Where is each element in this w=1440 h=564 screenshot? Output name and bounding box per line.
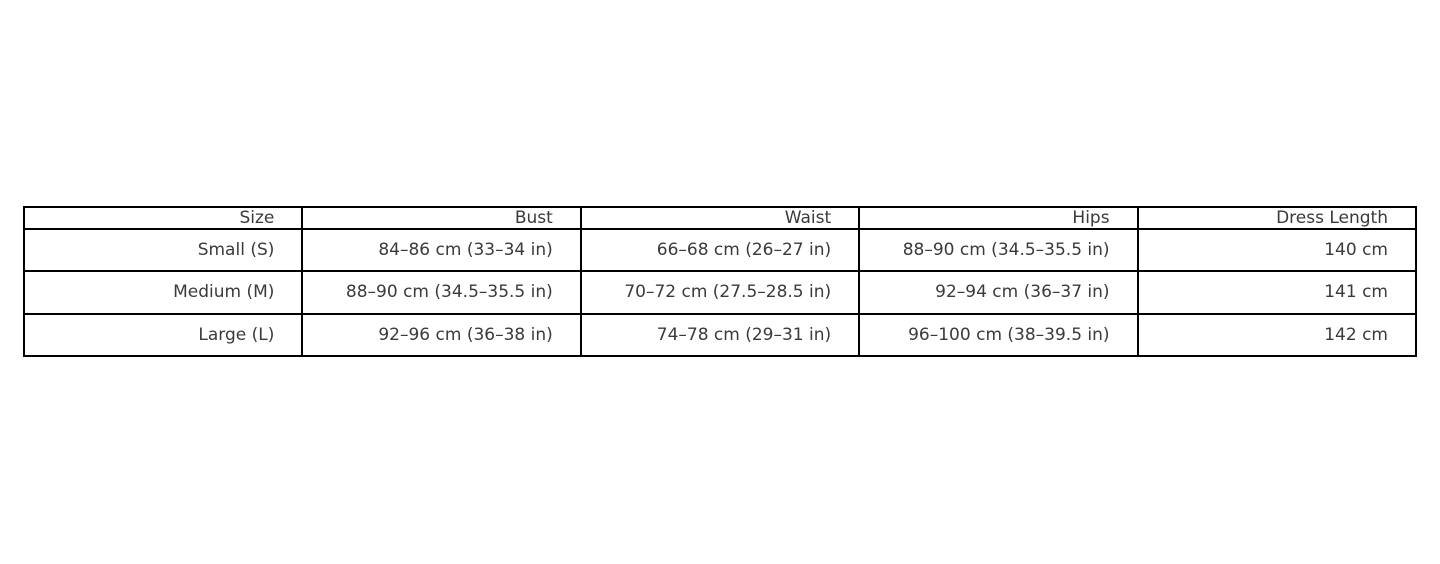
column-header-dress-length: Dress Length	[1136, 206, 1418, 230]
cell-size: Medium (M)	[22, 270, 304, 315]
cell-dress-length: 141 cm	[1136, 270, 1418, 315]
header-row: Size Bust Waist Hips Dress Length	[22, 206, 1418, 230]
column-header-bust: Bust	[301, 206, 582, 230]
cell-dress-length: 142 cm	[1136, 312, 1418, 358]
table-row-medium: Medium (M) 88–90 cm (34.5–35.5 in) 70–72…	[22, 270, 1418, 315]
cell-size: Small (S)	[22, 227, 304, 273]
cell-dress-length: 140 cm	[1136, 227, 1418, 273]
column-header-hips: Hips	[858, 206, 1139, 230]
cell-bust: 92–96 cm (36–38 in)	[301, 312, 582, 358]
cell-hips: 92–94 cm (36–37 in)	[858, 270, 1139, 315]
cell-hips: 96–100 cm (38–39.5 in)	[858, 312, 1139, 358]
cell-waist: 70–72 cm (27.5–28.5 in)	[579, 270, 861, 315]
size-chart-container: Size Bust Waist Hips Dress Length Small …	[22, 206, 1418, 358]
cell-bust: 84–86 cm (33–34 in)	[301, 227, 582, 273]
column-header-waist: Waist	[579, 206, 861, 230]
cell-waist: 74–78 cm (29–31 in)	[579, 312, 861, 358]
table-row-small: Small (S) 84–86 cm (33–34 in) 66–68 cm (…	[22, 227, 1418, 273]
cell-size: Large (L)	[22, 312, 304, 358]
table-header: Size Bust Waist Hips Dress Length	[22, 206, 1418, 230]
cell-bust: 88–90 cm (34.5–35.5 in)	[301, 270, 582, 315]
cell-hips: 88–90 cm (34.5–35.5 in)	[858, 227, 1139, 273]
size-chart-table: Size Bust Waist Hips Dress Length Small …	[22, 206, 1418, 358]
column-header-size: Size	[22, 206, 304, 230]
table-body: Small (S) 84–86 cm (33–34 in) 66–68 cm (…	[22, 227, 1418, 358]
cell-waist: 66–68 cm (26–27 in)	[579, 227, 861, 273]
table-row-large: Large (L) 92–96 cm (36–38 in) 74–78 cm (…	[22, 312, 1418, 358]
